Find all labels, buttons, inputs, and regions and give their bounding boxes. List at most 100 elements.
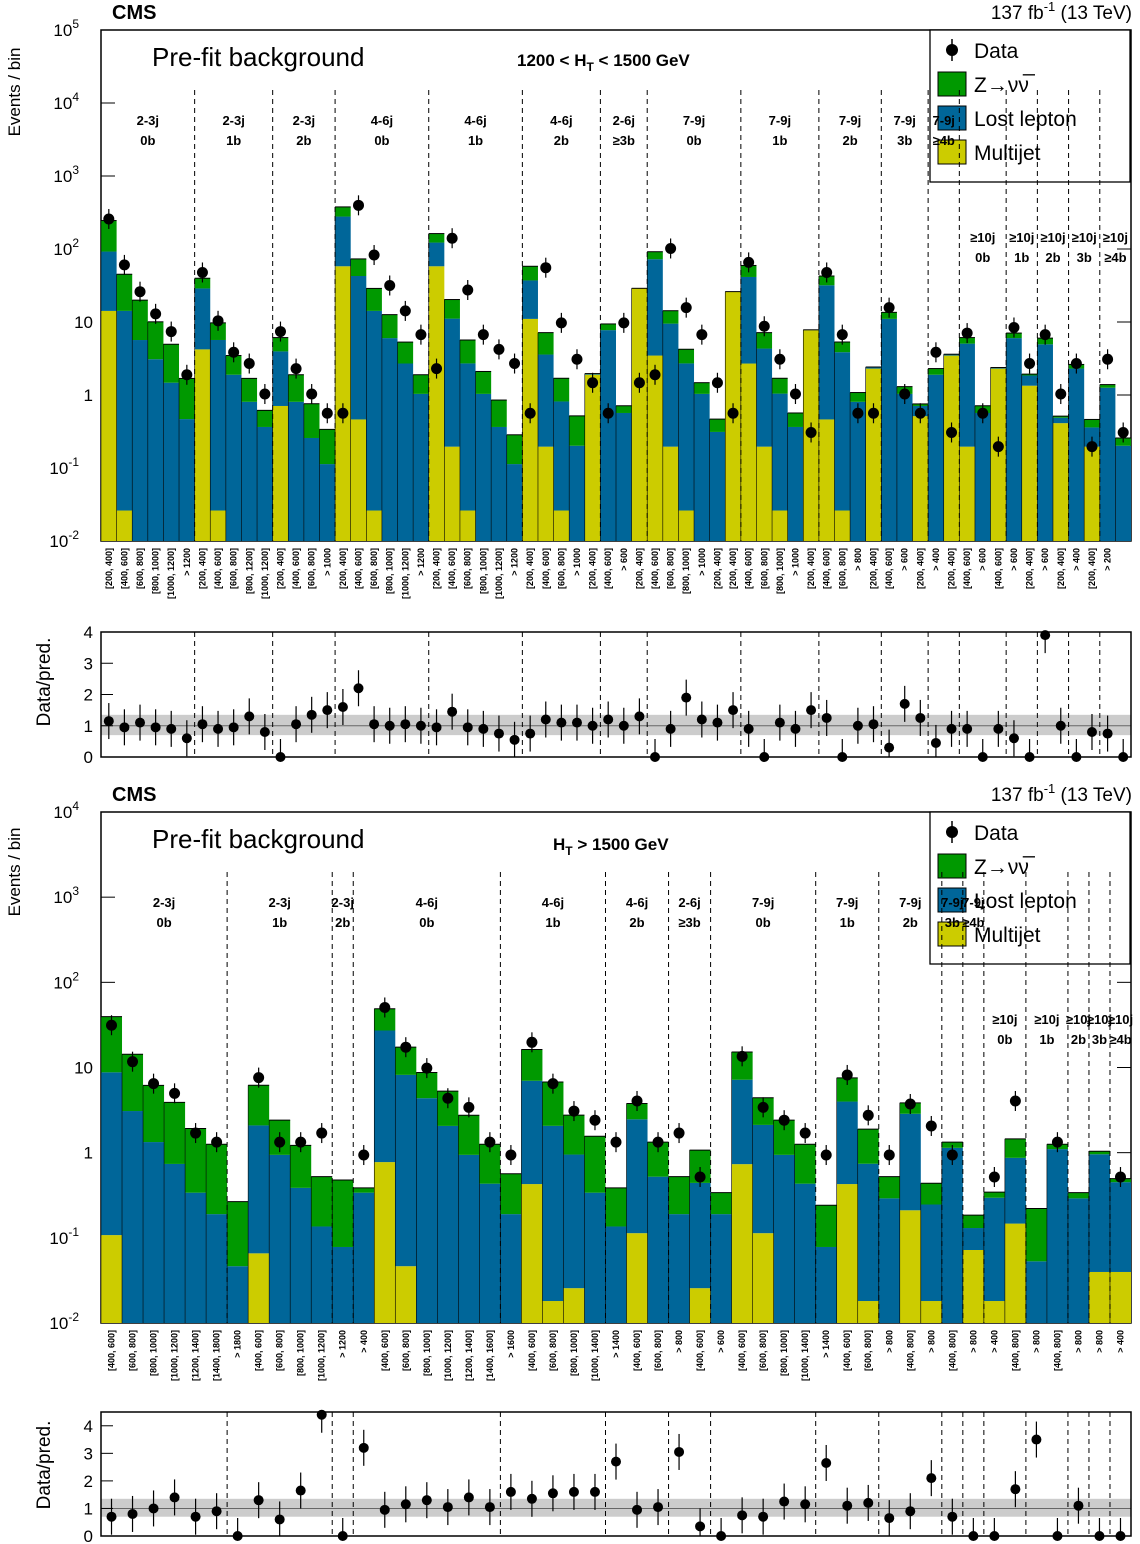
- x-tick-label: [400, 800]: [947, 1330, 957, 1371]
- ratio-point: [505, 1486, 516, 1497]
- bar-lost-lepton: [116, 310, 133, 511]
- data-point: [353, 199, 364, 211]
- bar-znunu: [241, 378, 258, 402]
- data-point: [799, 1127, 811, 1139]
- bar-znunu: [616, 405, 632, 413]
- ratio-point: [1073, 1500, 1084, 1511]
- y-tick-label: 10-1: [49, 455, 79, 478]
- ratio-point: [369, 719, 380, 730]
- ratio-point: [1118, 752, 1129, 762]
- ratio-point: [379, 1504, 390, 1515]
- data-point: [540, 262, 552, 274]
- bar-lost-lepton: [709, 431, 726, 541]
- ratio-point: [806, 705, 817, 716]
- x-tick-label: [600, 800]: [837, 548, 847, 589]
- bar-lost-lepton: [647, 1176, 669, 1323]
- x-tick-label: [400, 600]: [527, 1330, 537, 1371]
- x-tick-label: > 800: [968, 1330, 978, 1353]
- bar-lost-lepton: [740, 276, 757, 364]
- ratio-point: [322, 705, 333, 716]
- bar-znunu: [605, 1187, 627, 1227]
- prefit-label: Pre-fit background: [152, 824, 364, 854]
- x-tick-label: [400, 800]: [905, 1330, 915, 1371]
- data-point: [421, 1062, 433, 1074]
- region-label-btags: ≥4b: [1104, 250, 1126, 265]
- ratio-tick-label: 4: [84, 1417, 93, 1436]
- bar-lost-lepton: [522, 280, 538, 319]
- region-label-btags: ≥4b: [1109, 1032, 1131, 1047]
- data-point: [399, 305, 411, 317]
- ratio-point: [989, 1531, 1000, 1541]
- ratio-point: [169, 1492, 180, 1503]
- ratio-tick-label: 4: [84, 623, 93, 642]
- x-tick-label: [800, 1000]: [775, 548, 785, 594]
- bar-multijet: [395, 1266, 417, 1323]
- data-point: [290, 363, 302, 375]
- bar-multijet: [210, 510, 226, 541]
- x-tick-label: [200, 400]: [588, 548, 598, 589]
- bar-znunu: [584, 1136, 606, 1193]
- bar-znunu: [122, 1054, 144, 1112]
- data-point: [259, 388, 271, 400]
- ratio-point: [400, 719, 411, 730]
- x-tick-label: [600, 800]: [759, 548, 769, 589]
- ratio-point: [540, 714, 551, 725]
- ratio-point: [431, 722, 442, 733]
- legend-swatch-znunu: [937, 71, 967, 97]
- data-point: [1009, 1095, 1021, 1107]
- data-point: [946, 426, 958, 438]
- lumi-label: 137 fb-1 (13 TeV): [991, 781, 1132, 806]
- x-tick-label: [600, 800]: [135, 548, 145, 589]
- bar-znunu: [227, 1201, 249, 1267]
- bar-znunu: [290, 1145, 312, 1188]
- data-point: [316, 1127, 328, 1139]
- data-point: [696, 329, 708, 341]
- data-point: [899, 388, 911, 400]
- bar-lost-lepton: [815, 1246, 837, 1323]
- bar-lost-lepton: [928, 374, 944, 541]
- data-point: [274, 1136, 286, 1148]
- ratio-point: [650, 752, 661, 762]
- bar-znunu: [132, 300, 148, 341]
- region-label-jets: 7-9j: [836, 895, 858, 910]
- region-label-btags: 1b: [772, 133, 787, 148]
- region-label-jets: 4-6j: [464, 113, 486, 128]
- bar-lost-lepton: [626, 1119, 648, 1234]
- ratio-tick-label: 3: [84, 654, 93, 673]
- data-point: [649, 369, 661, 381]
- region-label-jets: 7-9j: [962, 895, 984, 910]
- region-label-jets: 4-6j: [371, 113, 393, 128]
- data-point: [400, 1041, 412, 1053]
- y-tick-exponent: -2: [68, 528, 79, 542]
- bar-lost-lepton: [974, 412, 991, 541]
- x-tick-label: [1000, 1200]: [494, 548, 504, 599]
- region-label-jets: 7-9j: [769, 113, 791, 128]
- region-label-btags: 1b: [468, 133, 483, 148]
- bar-multijet: [1084, 446, 1100, 541]
- region-label-btags: 2b: [296, 133, 311, 148]
- ratio-point: [119, 722, 130, 733]
- y-tick-label: 10-1: [49, 1225, 79, 1248]
- legend-label-multijet: Multijet: [974, 142, 1041, 165]
- bar-lost-lepton: [752, 1124, 774, 1234]
- x-tick-label: [600, 800]: [863, 1330, 873, 1371]
- data-point: [462, 284, 474, 296]
- bar-lost-lepton: [959, 343, 975, 447]
- ratio-point: [556, 717, 567, 728]
- bar-lost-lepton: [1025, 1261, 1047, 1323]
- x-tick-label: [400, 800]: [1010, 1330, 1020, 1371]
- bar-znunu: [647, 1142, 669, 1177]
- data-point: [589, 1114, 601, 1126]
- x-tick-label: [600, 800]: [275, 1330, 285, 1371]
- y-tick-label: 10: [74, 1059, 93, 1078]
- bar-lost-lepton: [437, 1125, 459, 1323]
- y-tick-exponent: 4: [72, 799, 79, 813]
- ratio-point: [1031, 1434, 1042, 1445]
- region-label-btags: 1b: [1014, 250, 1029, 265]
- data-point: [694, 1171, 706, 1183]
- ht-label: HT > 1500 GeV: [553, 835, 669, 858]
- x-tick-label: > 400: [1071, 548, 1081, 571]
- region-label-jets: 4-6j: [542, 895, 564, 910]
- bar-znunu: [563, 1115, 585, 1155]
- data-point: [306, 388, 318, 400]
